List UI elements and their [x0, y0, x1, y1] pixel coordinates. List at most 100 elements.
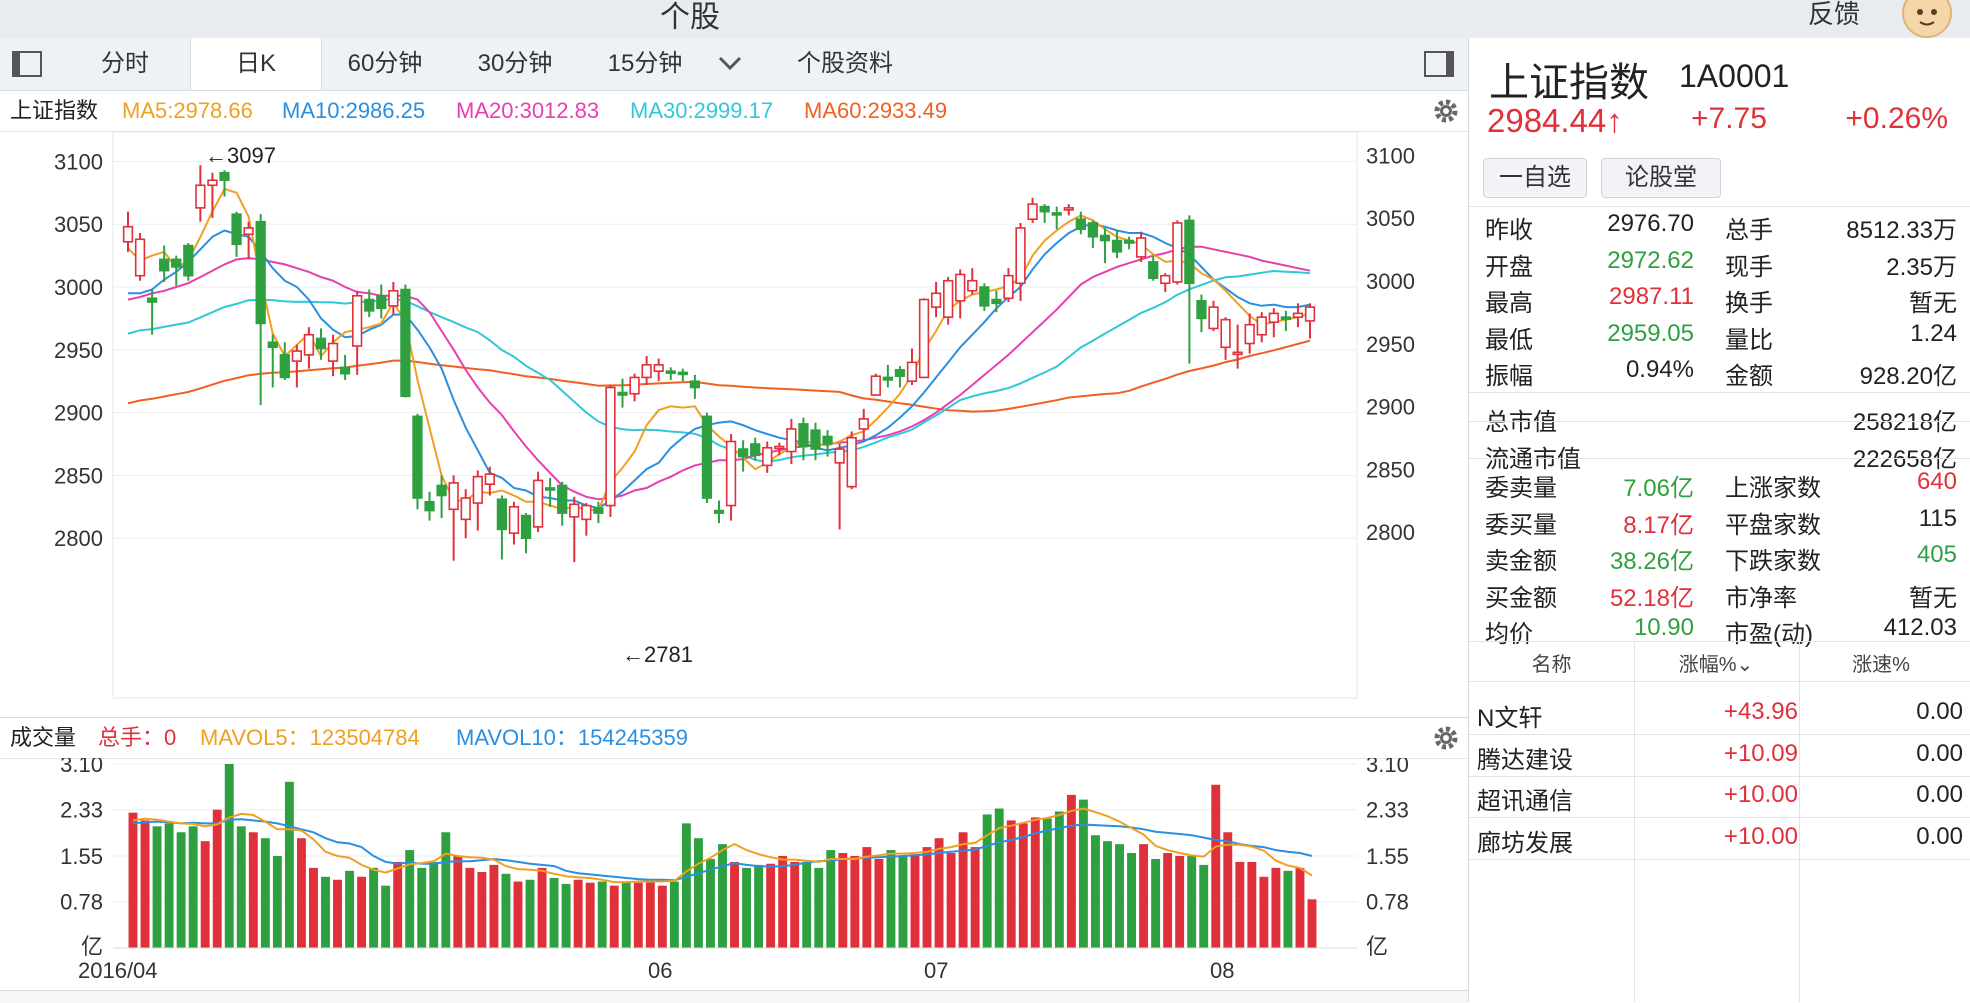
- candle: [810, 422, 821, 461]
- volume-bar: [405, 850, 415, 948]
- stat-label: 平盘家数: [1725, 511, 1821, 539]
- add-watchlist-button[interactable]: 一自选: [1483, 158, 1587, 198]
- volume-bar: [1030, 817, 1040, 948]
- volume-bar: [946, 853, 956, 948]
- candle: [713, 500, 725, 524]
- volume-bar: [585, 882, 595, 948]
- volume-bar: [1295, 867, 1305, 948]
- column-header-name[interactable]: 名称: [1531, 654, 1572, 676]
- candle: [629, 373, 640, 402]
- gear-icon[interactable]: [1432, 97, 1460, 125]
- tab-daily-k[interactable]: 日K: [190, 38, 322, 90]
- volume-bar: [1175, 856, 1185, 948]
- candle: [653, 358, 664, 382]
- candle: [822, 430, 833, 457]
- column-header-speed[interactable]: 涨速%: [1852, 654, 1910, 676]
- legend-mavol10: MAVOL10：154245359: [456, 725, 688, 750]
- volume-gear-icon[interactable]: [1432, 724, 1460, 752]
- volume-bar: [1199, 864, 1209, 948]
- volume-bar: [1006, 820, 1016, 948]
- stat-value: 10.90: [1633, 614, 1694, 641]
- candle: [122, 211, 134, 252]
- tab-15min[interactable]: 15分钟: [607, 50, 683, 77]
- candlestick-chart[interactable]: 3100 3100 3050 3050 3000 3000 2950 2950 2900 2900…: [0, 132, 1468, 716]
- candle: [472, 470, 483, 531]
- candle: [1160, 273, 1171, 293]
- volume-bar: [1090, 835, 1100, 948]
- annotation-low: ←2781: [622, 642, 693, 667]
- volume-title: 成交量: [10, 725, 77, 750]
- y-tick-right: 3100: [1366, 143, 1415, 168]
- volume-bar: [1187, 856, 1197, 948]
- candle: [376, 284, 387, 319]
- volume-bar: [309, 867, 318, 948]
- tab-intraday[interactable]: 分时: [101, 50, 149, 77]
- candle: [858, 408, 869, 441]
- candle: [327, 334, 339, 377]
- more-periods-dropdown[interactable]: [710, 38, 750, 90]
- candle: [689, 374, 701, 399]
- tab-60min[interactable]: 60分钟: [347, 50, 423, 77]
- volume-bar: [296, 838, 306, 948]
- index-price: 2984.44↑: [1487, 102, 1623, 140]
- candle: [207, 172, 218, 218]
- x-tick: 06: [648, 958, 672, 983]
- left-panel-toggle-icon[interactable]: [12, 51, 42, 77]
- candle: [930, 281, 942, 318]
- y-tick-right: 3050: [1366, 206, 1415, 231]
- candle: [557, 481, 568, 526]
- volume-bar: [501, 873, 511, 948]
- stock-name: N文轩: [1477, 705, 1543, 732]
- candle: [400, 284, 411, 398]
- y-tick-left: 2850: [54, 463, 103, 488]
- volume-bar: [621, 882, 631, 948]
- volume-bar: [814, 867, 824, 948]
- avatar[interactable]: [1902, 0, 1952, 38]
- stock-speed: 0.00: [1916, 739, 1963, 767]
- volume-bar: [742, 867, 752, 948]
- volume-bar: [1054, 811, 1064, 948]
- candle: [134, 232, 146, 281]
- ma10-line: [128, 223, 1311, 510]
- volume-chart[interactable]: 3.10 3.10 2.33 2.33 1.55 1.55 0.78 0.78 亿 亿 2016/…: [0, 758, 1468, 990]
- mavol5-polyline: [132, 807, 1313, 884]
- indicator-tab-strip[interactable]: [0, 990, 1468, 1003]
- volume-bar: [357, 876, 367, 948]
- mavol5-line: [132, 807, 1313, 884]
- candle: [243, 221, 254, 260]
- candle: [219, 170, 230, 197]
- stat-label: 下跌家数: [1725, 548, 1821, 575]
- stock-forum-button[interactable]: 论股堂: [1601, 158, 1721, 198]
- annotations: ←3097 ←2781: [205, 143, 693, 667]
- legend-ma5: MA5:2978.66: [122, 98, 253, 123]
- column-header-change[interactable]: 涨幅%⌄: [1678, 654, 1754, 676]
- stat-label: 均价: [1485, 621, 1533, 648]
- stock-speed: 0.00: [1916, 822, 1963, 850]
- volume-bar: [970, 847, 980, 948]
- volume-bar: [369, 867, 379, 948]
- annotation-high: ←3097: [205, 143, 276, 168]
- volume-bar: [958, 832, 968, 948]
- feedback-link[interactable]: 反馈: [1808, 0, 1861, 29]
- volume-bar: [1283, 870, 1293, 948]
- volume-bar: [754, 864, 764, 948]
- tab-stock-profile[interactable]: 个股资料: [797, 50, 893, 77]
- right-panel-toggle-icon[interactable]: [1424, 51, 1454, 77]
- tab-30min[interactable]: 30分钟: [477, 50, 553, 77]
- candle: [267, 334, 278, 388]
- candle: [1304, 303, 1316, 339]
- stat-value: 0.94%: [1625, 356, 1694, 383]
- candle: [159, 245, 170, 282]
- stat-value: 2987.11: [1609, 283, 1694, 310]
- candle: [436, 475, 447, 519]
- volume-bar: [513, 881, 523, 948]
- stat-value: 258218亿: [1852, 409, 1957, 436]
- legend-ma30: MA30:2999.17: [630, 98, 774, 123]
- volume-bar: [284, 781, 294, 948]
- candle: [231, 211, 242, 257]
- ma20-line: [127, 245, 1311, 501]
- stock-speed: 0.00: [1916, 781, 1963, 808]
- volume-bar: [128, 812, 138, 948]
- volume-bar: [1127, 853, 1136, 948]
- volume-bar: [549, 877, 559, 948]
